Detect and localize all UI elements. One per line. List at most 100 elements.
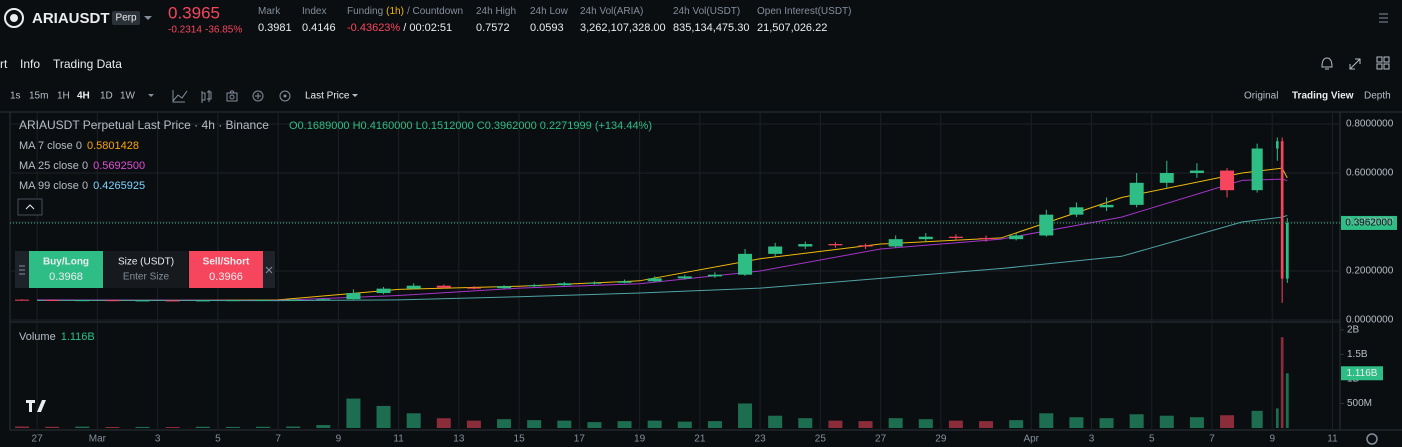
price-change: -0.2314 bbox=[168, 25, 202, 36]
interval[interactable]: 1s bbox=[10, 91, 21, 102]
candle-body bbox=[225, 300, 240, 302]
last-price-tag-label: 0.3962000 bbox=[1345, 218, 1393, 229]
view-tab[interactable]: Original bbox=[1244, 91, 1278, 102]
view-tab[interactable]: Depth bbox=[1364, 91, 1391, 102]
price-source[interactable]: Last Price bbox=[305, 91, 350, 102]
view-tab[interactable]: Trading View bbox=[1292, 91, 1354, 102]
snapshot-icon[interactable] bbox=[226, 90, 238, 102]
volume-bar bbox=[1276, 408, 1279, 428]
candle-body bbox=[1159, 173, 1174, 183]
buy-button[interactable] bbox=[29, 251, 103, 288]
volume-tick-label: 500M bbox=[1347, 398, 1372, 409]
interval-caret[interactable] bbox=[148, 94, 154, 97]
x-tick-label: Mar bbox=[89, 434, 107, 445]
axis-settings[interactable] bbox=[1366, 433, 1378, 445]
candle-body bbox=[75, 300, 90, 302]
volume-bar bbox=[587, 422, 602, 428]
volume-bar bbox=[316, 425, 331, 428]
tab[interactable]: Info bbox=[20, 57, 40, 71]
volume-bar bbox=[45, 426, 60, 428]
volume-bar bbox=[1009, 420, 1024, 428]
candle-body bbox=[466, 287, 481, 289]
volume-bar bbox=[798, 418, 813, 428]
stat-value-text: 835,134,475.30 bbox=[673, 22, 749, 34]
volume-bar bbox=[979, 421, 994, 428]
stat-label-text: Index bbox=[302, 6, 326, 17]
x-tick-label: 7 bbox=[1209, 434, 1215, 445]
volume-bar bbox=[256, 426, 271, 428]
candle-body bbox=[828, 244, 843, 246]
settings-icon[interactable] bbox=[279, 90, 291, 102]
candle-body bbox=[587, 282, 602, 284]
interval[interactable]: 4H bbox=[77, 91, 90, 102]
badge: Perp bbox=[115, 13, 137, 24]
ma-name: MA 99 close 0 bbox=[19, 180, 88, 192]
x-tick-label: 3 bbox=[1089, 434, 1095, 445]
ma-legend: MA 99 close 0 0.4265925 bbox=[19, 180, 145, 192]
interval[interactable]: 1H bbox=[57, 91, 70, 102]
stat-label-text: 24h High bbox=[476, 6, 516, 17]
y-tick-label: 0.0000000 bbox=[1346, 315, 1394, 326]
volume-bar bbox=[1220, 415, 1235, 428]
volume-tick-label: 1.5B bbox=[1347, 349, 1368, 360]
candle-body bbox=[1280, 141, 1284, 279]
expand-icon[interactable] bbox=[1349, 58, 1361, 70]
volume-bar bbox=[135, 426, 150, 428]
sell-button[interactable] bbox=[189, 251, 263, 288]
stat-value-text: 0.0593 bbox=[530, 22, 564, 34]
ma-value: 0.4265925 bbox=[93, 180, 145, 192]
x-tick-label: 19 bbox=[634, 434, 646, 445]
x-tick-label: 5 bbox=[215, 434, 221, 445]
interval[interactable]: 15m bbox=[29, 91, 48, 102]
x-tick-label: 11 bbox=[1327, 434, 1338, 445]
interval[interactable]: 1W bbox=[120, 91, 136, 102]
alert-icon[interactable] bbox=[1321, 57, 1333, 70]
layout-icon[interactable] bbox=[1376, 56, 1390, 70]
stat-label-text: 24h Vol(ARIA) bbox=[580, 6, 643, 17]
header-menu[interactable] bbox=[1379, 13, 1388, 23]
volume-bar bbox=[436, 418, 451, 428]
grid-layer bbox=[10, 113, 1344, 430]
x-tick-label: 25 bbox=[815, 434, 827, 445]
volume-bar bbox=[707, 421, 722, 428]
size-input[interactable] bbox=[104, 251, 188, 288]
collapse-chevron bbox=[25, 204, 35, 210]
price-source-caret[interactable] bbox=[352, 94, 358, 97]
volume-bar bbox=[406, 413, 421, 428]
candle-body bbox=[1129, 182, 1144, 205]
ma-legend: MA 7 close 0 0.5801428 bbox=[19, 140, 139, 152]
volume-bar bbox=[1039, 413, 1054, 428]
tab[interactable]: rt bbox=[0, 57, 8, 71]
add-icon[interactable] bbox=[252, 90, 264, 102]
indicator-icon[interactable] bbox=[172, 90, 188, 103]
tv-logo[interactable] bbox=[26, 400, 46, 412]
stat-value: 0.3981 bbox=[258, 22, 292, 34]
logo-dot bbox=[10, 14, 18, 22]
stat-label: 24h Low bbox=[530, 6, 569, 17]
stat-value: 3,262,107,328.00 bbox=[580, 22, 666, 34]
volume-bar bbox=[497, 419, 512, 428]
candle-body bbox=[918, 236, 933, 240]
stat-value-text: 0.7572 bbox=[476, 22, 510, 34]
tab[interactable]: Trading Data bbox=[53, 57, 122, 71]
stat-value: 0.7572 bbox=[476, 22, 510, 34]
x-tick-label: 23 bbox=[755, 434, 767, 445]
candle-body bbox=[1009, 235, 1024, 240]
interval[interactable]: 1D bbox=[100, 91, 113, 102]
candle-body bbox=[888, 239, 903, 247]
candle-body bbox=[858, 245, 873, 247]
volume-bar bbox=[858, 421, 873, 428]
chart-type-icon[interactable] bbox=[201, 90, 212, 103]
candle-body bbox=[948, 236, 963, 238]
overlay-layer bbox=[10, 215, 1397, 230]
ma-value: 0.5692500 bbox=[93, 160, 145, 172]
collapse-button[interactable] bbox=[17, 198, 43, 216]
candle-body bbox=[1276, 141, 1279, 149]
symbol-caret[interactable] bbox=[144, 16, 152, 20]
candle-body bbox=[195, 300, 210, 302]
handle-grip bbox=[19, 265, 25, 275]
volume-bar bbox=[1285, 373, 1289, 428]
x-tick-label: 29 bbox=[935, 434, 947, 445]
